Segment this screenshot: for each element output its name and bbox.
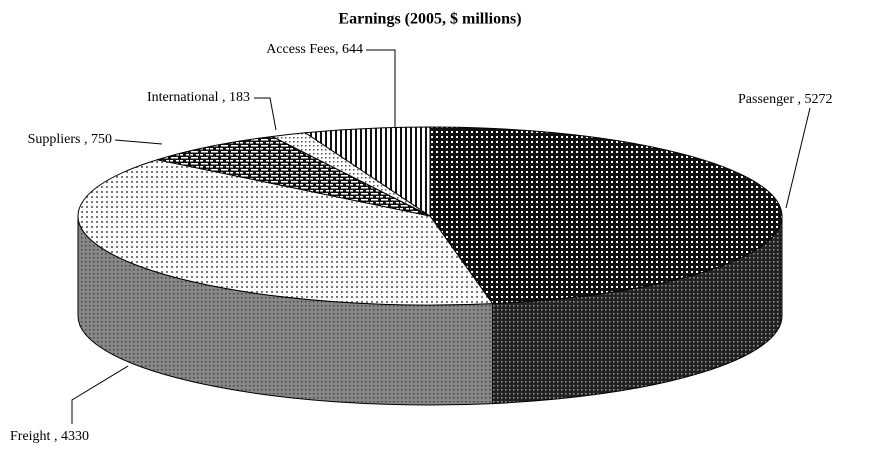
data-label: Access Fees, 644 bbox=[266, 42, 363, 57]
data-label: Freight , 4330 bbox=[10, 429, 89, 444]
slice bbox=[429, 126, 783, 305]
slice bbox=[303, 126, 431, 217]
leader-line bbox=[366, 49, 396, 127]
leader-line bbox=[71, 365, 129, 424]
leader-line bbox=[114, 139, 163, 145]
chart-title: Earnings (2005, $ millions) bbox=[338, 11, 521, 28]
leader-line bbox=[785, 107, 811, 209]
data-label: International , 183 bbox=[147, 90, 250, 105]
slice bbox=[77, 159, 494, 306]
slice bbox=[157, 135, 431, 217]
data-label: Suppliers , 750 bbox=[28, 132, 112, 147]
leader-line bbox=[254, 97, 277, 131]
data-label: Passenger , 5272 bbox=[738, 92, 833, 107]
